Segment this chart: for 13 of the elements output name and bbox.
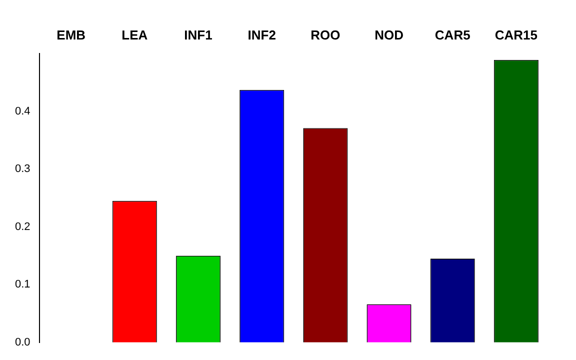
y-tick-label: 0.1: [14, 278, 30, 291]
x-tick-label: CAR15: [494, 27, 538, 42]
x-tick-label: NOD: [374, 27, 404, 42]
x-tick-label: INF1: [184, 27, 212, 42]
x-tick-label: INF2: [248, 27, 276, 42]
y-tick-label: 0.3: [14, 163, 30, 176]
x-tick-label: CAR5: [434, 27, 470, 42]
y-tick-label: 0.0: [14, 336, 30, 348]
x-tick-label: LEA: [122, 27, 148, 42]
y-tick-label: 0.4: [14, 105, 30, 118]
x-tick-label: EMB: [56, 27, 86, 42]
x-tick-label: ROO: [310, 27, 340, 42]
y-tick-label: 0.2: [14, 220, 30, 233]
